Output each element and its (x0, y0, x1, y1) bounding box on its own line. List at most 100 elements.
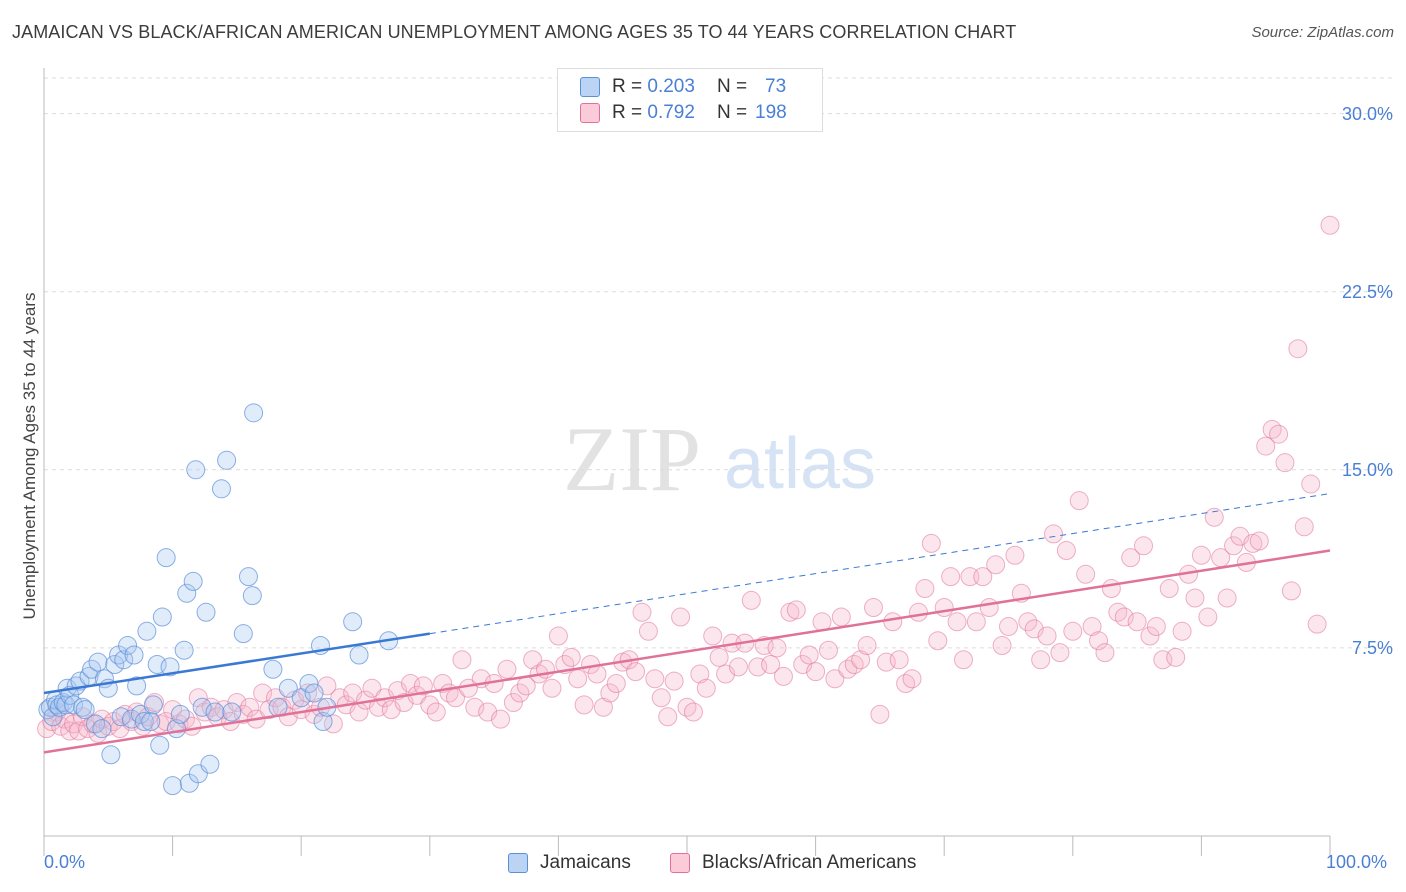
data-point-jamaican (238, 567, 258, 587)
y-tick-label: 30.0% (1341, 103, 1393, 124)
data-point-black-african-american (883, 612, 903, 632)
legend-item-jamaicans[interactable]: Jamaicans (508, 852, 631, 874)
x-tick-label-min: 0.0% (44, 852, 86, 872)
data-point-jamaican (186, 460, 206, 480)
data-point-black-african-american (671, 607, 691, 627)
data-point-jamaican (124, 645, 144, 665)
data-point-black-african-american (703, 626, 723, 646)
data-point-black-african-american (188, 688, 208, 708)
data-point-black-african-american (497, 659, 517, 679)
data-point-black-african-american (992, 636, 1012, 656)
data-point-jamaican (141, 712, 161, 732)
data-point-black-african-american (452, 650, 472, 670)
data-point-black-african-american (548, 626, 568, 646)
data-point-black-african-american (928, 631, 948, 651)
data-point-black-african-american (786, 600, 806, 620)
data-point-jamaican (118, 636, 138, 656)
data-point-jamaican (73, 697, 93, 717)
trendline-jamaican (43, 632, 430, 695)
data-point-black-african-american (806, 662, 826, 682)
legend-n-label: N = (716, 102, 748, 123)
legend-n-label: N = (716, 76, 748, 97)
data-point-black-african-american (1082, 617, 1102, 637)
data-point-jamaican (152, 607, 172, 627)
data-point-black-african-american (240, 697, 260, 717)
data-point-jamaican (134, 712, 154, 732)
legend-n-value: 198 (755, 102, 787, 123)
y-axis-label: Unemployment Among Ages 35 to 44 years (20, 292, 39, 620)
data-point-black-african-american (953, 650, 973, 670)
data-point-black-african-american (593, 697, 613, 717)
data-point-black-african-american (1159, 579, 1179, 599)
data-point-black-african-american (362, 678, 382, 698)
trend-lines (43, 493, 1331, 754)
data-point-jamaican (299, 674, 319, 694)
data-point-black-african-american (863, 598, 883, 618)
data-point-jamaican (150, 735, 170, 755)
y-tick-label: 15.0% (1341, 459, 1393, 480)
data-point-black-african-american (1005, 545, 1025, 565)
data-point-jamaican (211, 479, 231, 499)
data-point-black-african-american (574, 695, 594, 715)
data-point-black-african-american (1191, 545, 1211, 565)
data-point-black-african-american (741, 590, 761, 610)
data-point-black-african-american (831, 607, 851, 627)
data-point-jamaican (170, 704, 190, 724)
data-point-black-african-american (1204, 507, 1224, 527)
data-point-black-african-american (851, 650, 871, 670)
data-point-black-african-american (561, 647, 581, 667)
data-point-black-african-american (818, 640, 838, 660)
data-point-jamaican (200, 754, 220, 774)
data-point-jamaican (174, 640, 194, 660)
trendline-jamaican-extension (429, 493, 1331, 635)
data-point-black-african-american (413, 676, 433, 696)
data-point-black-african-american (799, 645, 819, 665)
legend-row-jamaicans: R = 0.203 N = 73 (580, 75, 786, 99)
data-point-black-african-american (1185, 588, 1205, 608)
data-point-black-african-american (825, 669, 845, 689)
data-point-jamaican (143, 695, 163, 715)
legend-label-black-african-americans: Blacks/African Americans (702, 852, 917, 873)
data-point-black-african-american (934, 598, 954, 618)
data-point-black-african-american (973, 567, 993, 587)
legend-swatch-black-african-americans (670, 853, 690, 873)
data-point-black-african-american (1275, 453, 1295, 473)
axes (43, 68, 1331, 856)
data-point-black-african-american (510, 683, 530, 703)
data-point-jamaican (163, 776, 183, 796)
data-point-black-african-american (606, 674, 626, 694)
data-point-jamaican (156, 548, 176, 568)
data-point-jamaican (183, 571, 203, 591)
data-point-black-african-american (1044, 524, 1064, 544)
y-tick-label: 22.5% (1341, 281, 1393, 302)
data-point-black-african-american (1050, 643, 1070, 663)
data-point-black-african-american (658, 707, 678, 727)
data-point-black-african-american (761, 655, 781, 675)
data-point-black-african-american (632, 602, 652, 622)
data-point-black-african-american (1172, 621, 1192, 641)
data-point-black-african-american (1056, 541, 1076, 561)
data-point-jamaican (137, 621, 157, 641)
data-point-black-african-american (1095, 643, 1115, 663)
series-legend: Jamaicans Blacks/African Americans (0, 852, 1406, 878)
data-point-jamaican (177, 583, 197, 603)
data-point-black-african-american (1256, 436, 1276, 456)
data-point-black-african-american (1134, 536, 1154, 556)
data-point-black-african-american (1101, 579, 1121, 599)
data-point-jamaican (101, 745, 121, 765)
x-tick-label-max: 100.0% (1326, 852, 1388, 872)
data-point-black-african-american (233, 704, 253, 724)
data-point-jamaican (278, 678, 298, 698)
points-jamaican (38, 403, 399, 796)
data-point-black-african-american (902, 669, 922, 689)
data-point-jamaican (160, 657, 180, 677)
legend-item-black-african-americans[interactable]: Blacks/African Americans (670, 852, 916, 874)
data-point-black-african-american (696, 678, 716, 698)
data-point-black-african-american (1146, 617, 1166, 637)
data-point-black-african-american (420, 695, 440, 715)
data-point-black-african-american (568, 669, 588, 689)
data-point-jamaican (105, 655, 125, 675)
data-point-black-african-american (1307, 614, 1327, 634)
data-point-black-african-american (709, 647, 729, 667)
